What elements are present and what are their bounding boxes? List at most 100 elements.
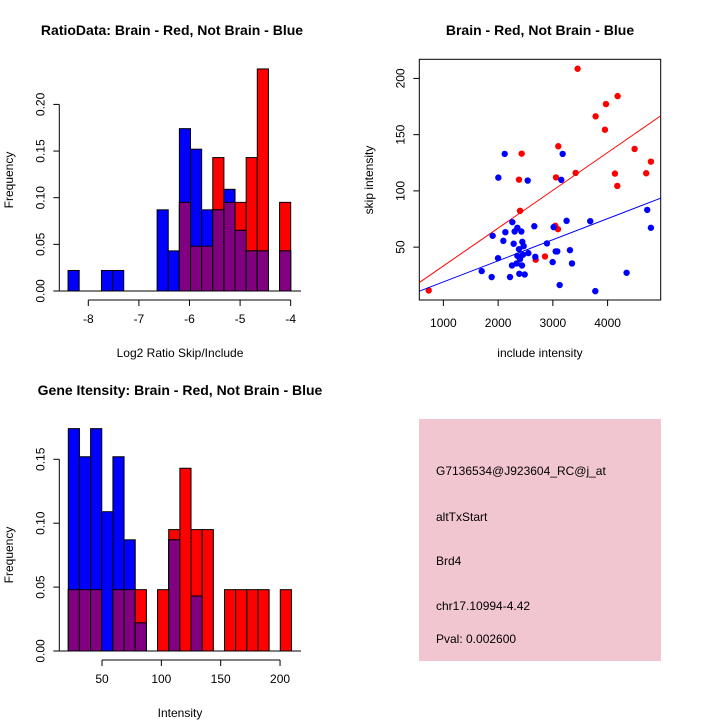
blue-point	[500, 237, 507, 245]
blue-point	[587, 217, 594, 225]
blue-point	[495, 174, 502, 181]
blue-point	[566, 246, 574, 254]
blue-bar	[101, 511, 114, 652]
red-point	[611, 170, 619, 177]
chart-title: RatioData: Brain - Red, Not Brain - Blue	[41, 22, 303, 38]
blue-point	[518, 228, 525, 235]
red-point	[572, 169, 579, 177]
red-point	[555, 143, 562, 150]
x-axis-label: Log2 Ratio Skip/Include	[117, 346, 244, 360]
blue-point	[556, 281, 563, 289]
blue-point	[525, 249, 532, 257]
x-axis-label: Intensity	[158, 706, 203, 720]
blue-point	[558, 176, 565, 184]
blue-point	[644, 206, 651, 214]
blue-point	[501, 150, 508, 158]
blue-point	[531, 223, 538, 230]
y-tick-label: 50	[393, 240, 407, 254]
overlap-bar	[168, 539, 181, 652]
blue-point	[515, 245, 523, 253]
red-bar	[235, 589, 248, 652]
y-tick-label: 100	[393, 181, 407, 201]
y-axis-label: Frequency	[2, 527, 16, 584]
y-tick-label: 0.20	[33, 92, 47, 116]
p-value: Pval: 0.002600	[436, 632, 516, 646]
gene-name: Brd4	[436, 554, 462, 568]
blue-point	[509, 218, 516, 226]
overlap-bar	[178, 201, 192, 292]
x-tick-label: 4000	[594, 316, 621, 330]
y-tick-label: 0.15	[33, 139, 47, 163]
blue-point	[521, 271, 528, 278]
y-tick-label: 0.05	[33, 232, 47, 256]
overlap-bar	[90, 589, 103, 652]
x-tick-label: -4	[285, 312, 296, 326]
overlap-bar	[123, 589, 136, 652]
x-tick-label: -8	[83, 312, 94, 326]
blue-point	[518, 262, 526, 269]
y-tick-label: 0.05	[33, 575, 47, 599]
x-tick-label: -7	[134, 312, 145, 326]
red-point	[518, 150, 525, 157]
genomic-location: chr17.10994-4.42	[436, 599, 530, 613]
info-background	[419, 419, 661, 661]
x-tick-label: 150	[211, 672, 231, 686]
red-point	[541, 253, 549, 260]
red-bar	[179, 467, 192, 652]
red-point	[647, 158, 655, 165]
blue-point	[568, 260, 576, 267]
info-panel: G7136534@J923604_RC@j_at altTxStart Brd4…	[419, 419, 661, 661]
blue-point	[592, 287, 599, 295]
red-point	[592, 113, 599, 120]
y-tick-label: 200	[393, 68, 407, 88]
blue-bar	[112, 269, 125, 292]
overlap-bar	[78, 589, 92, 652]
y-tick-label: 150	[393, 124, 407, 144]
plot-frame	[418, 58, 662, 301]
red-point	[642, 170, 650, 177]
blue-point	[478, 267, 485, 275]
blue-point	[524, 177, 531, 184]
red-point	[602, 100, 610, 108]
x-axis-label: include intensity	[497, 346, 582, 360]
overlap-bar	[245, 250, 258, 292]
overlap-bar	[67, 589, 80, 652]
overlap-bar	[190, 245, 203, 292]
blue-bar	[100, 269, 114, 292]
blue-point	[647, 224, 655, 231]
red-bar	[157, 589, 170, 652]
probe-id: G7136534@J923604_RC@j_at	[436, 464, 606, 478]
event-type: altTxStart	[436, 510, 488, 524]
blue-point	[516, 270, 523, 277]
blue-bar	[67, 269, 80, 292]
blue-point	[488, 273, 495, 281]
blue-point	[506, 273, 514, 281]
overlap-bar	[279, 250, 292, 292]
red-bar	[201, 529, 214, 652]
red-bar	[223, 589, 237, 652]
y-axis-label: Frequency	[2, 152, 16, 209]
x-tick-label: -5	[235, 312, 246, 326]
red-point	[552, 174, 560, 181]
x-tick-label: 200	[270, 672, 290, 686]
y-tick-label: 0.00	[33, 639, 47, 663]
overlap-bar	[256, 250, 269, 292]
x-tick-label: 100	[151, 672, 171, 686]
chart-title: Gene Itensity: Brain - Red, Not Brain - …	[38, 382, 323, 398]
intensity-histogram: Gene Itensity: Brain - Red, Not Brain - …	[2, 382, 323, 720]
blue-point	[623, 269, 630, 276]
x-tick-label: 3000	[540, 316, 567, 330]
overlap-bar	[190, 595, 203, 652]
blue-point	[554, 248, 561, 255]
overlap-bar	[201, 245, 214, 292]
blue-point	[489, 232, 496, 239]
overlap-bar	[134, 622, 147, 652]
ratio-histogram: RatioData: Brain - Red, Not Brain - Blue…	[2, 22, 303, 360]
blue-point	[508, 262, 516, 269]
blue-fit-line	[419, 197, 661, 292]
blue-point	[550, 223, 557, 231]
x-tick-label: -6	[184, 312, 195, 326]
blue-point	[502, 228, 509, 236]
y-tick-label: 0.10	[33, 511, 47, 535]
